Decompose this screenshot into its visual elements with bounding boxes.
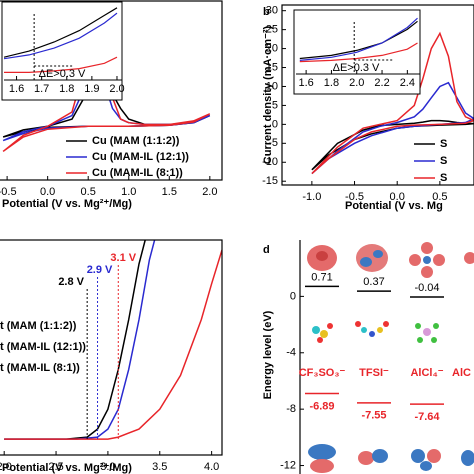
x-tick-label: 3.0 <box>100 461 115 473</box>
value-label: 0.71 <box>311 271 332 283</box>
x-tick-label: 0.0 <box>40 186 55 198</box>
annotation: 2.8 V <box>58 276 84 288</box>
x-tick-label: 1.6 <box>9 83 24 95</box>
series-line <box>4 12 118 60</box>
legend-label: t (MAM-IL (12:1)) <box>0 341 86 353</box>
x-tick-label: 0.5 <box>81 186 96 198</box>
y-tick-label: -5 <box>268 137 278 149</box>
legend-label: S <box>440 172 447 184</box>
series-line <box>4 56 118 73</box>
x-tick-label: 1.6 <box>298 77 313 89</box>
annotation: ΔE>0.3 V <box>39 68 86 80</box>
y-tick-label: 20 <box>266 42 278 54</box>
x-tick-label: 2.0 <box>109 83 124 95</box>
value-label: -0.04 <box>414 282 439 294</box>
legend-label: Cu (MAM-IL (8:1)) <box>92 167 183 179</box>
y-tick-label: 25 <box>266 24 278 36</box>
legend-label: Cu (MAM (1:1:2)) <box>92 135 180 147</box>
x-tick-label: 2.0 <box>349 77 364 89</box>
legend-label: t (MAM-IL (8:1)) <box>0 362 80 374</box>
y-tick-label: 5 <box>272 99 278 111</box>
x-tick-label: 2.4 <box>400 77 415 89</box>
value-label: 0.37 <box>363 276 384 288</box>
x-tick-label: 3.5 <box>152 461 167 473</box>
x-tick-label: 2.0 <box>202 186 217 198</box>
value-label: -7.64 <box>414 411 440 423</box>
x-axis-title: Potential (V vs. Mg²⁺/Mg) <box>2 462 132 474</box>
value-label: -6.89 <box>309 400 334 412</box>
x-tick-label: -0.5 <box>0 186 17 198</box>
x-tick-label: 1.8 <box>59 83 74 95</box>
x-tick-label: 1.5 <box>162 186 177 198</box>
legend-label: t (MAM (1:1:2)) <box>0 320 77 332</box>
category-label: CF₃SO₃⁻ <box>299 367 346 379</box>
x-tick-label: 2.5 <box>48 461 63 473</box>
x-tick-label: 2.0 <box>0 461 12 473</box>
series-line <box>299 17 418 61</box>
plot-frame <box>0 239 223 456</box>
value-label: -7.55 <box>361 410 386 422</box>
category-label: AlC <box>452 367 471 379</box>
molecule-illustrations <box>307 242 474 473</box>
series-line <box>4 7 118 58</box>
annotation: 3.1 V <box>110 252 136 264</box>
x-tick-label: 4.0 <box>204 461 219 473</box>
x-tick-label: 1.0 <box>121 186 136 198</box>
y-tick-label: 0 <box>272 118 278 130</box>
y-tick-label: 10 <box>266 80 278 92</box>
series-line <box>311 31 474 175</box>
y-tick-label: 0 <box>290 290 296 302</box>
annotation: 2.9 V <box>87 264 113 276</box>
y-tick-label: -10 <box>262 156 278 168</box>
series-line <box>299 42 418 63</box>
legend-label: S <box>440 155 447 167</box>
x-tick-label: 1.8 <box>324 77 339 89</box>
y-axis-title: Current density (mA·cm⁻²) <box>262 25 274 164</box>
y-tick-label: -15 <box>262 175 278 187</box>
x-tick-label: -1.0 <box>302 191 321 203</box>
y-tick-label: 15 <box>266 61 278 73</box>
y-tick-label: 30 <box>266 5 278 17</box>
series-line <box>299 20 418 60</box>
x-tick-label: 2.2 <box>374 77 389 89</box>
y-axis-title: Energy level (eV) <box>262 310 274 399</box>
plot-frame <box>0 0 223 181</box>
legend-label: S <box>440 138 447 150</box>
x-tick-label: 1.9 <box>84 83 99 95</box>
y-tick-label: -12 <box>280 459 296 471</box>
plot-frame <box>281 4 474 186</box>
panel-label: d <box>263 244 270 256</box>
x-axis-title: Potential (V vs. Mg²⁺/Mg) <box>2 198 132 210</box>
x-tick-label: 1.7 <box>34 83 49 95</box>
category-label: TFSI⁻ <box>359 367 389 379</box>
x-tick-label: 0.5 <box>432 191 447 203</box>
category-label: AlCl₄⁻ <box>410 367 443 379</box>
y-tick-label: -8 <box>286 403 296 415</box>
inset-frame <box>1 1 123 101</box>
annotation: ΔE>0.3 V <box>333 62 380 74</box>
legend-label: Cu (MAM-IL (12:1)) <box>92 151 189 163</box>
panel-label: b <box>263 6 270 18</box>
series-line <box>4 249 222 440</box>
x-tick-label: 0.0 <box>390 191 405 203</box>
x-axis-title: Potential (V vs. Mg <box>345 200 443 212</box>
y-tick-label: -4 <box>286 347 296 359</box>
x-tick-label: -0.5 <box>345 191 364 203</box>
